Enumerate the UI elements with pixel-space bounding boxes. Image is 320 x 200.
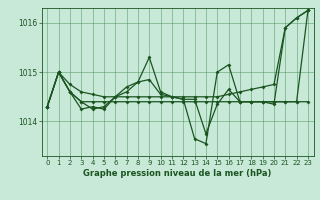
- X-axis label: Graphe pression niveau de la mer (hPa): Graphe pression niveau de la mer (hPa): [84, 169, 272, 178]
